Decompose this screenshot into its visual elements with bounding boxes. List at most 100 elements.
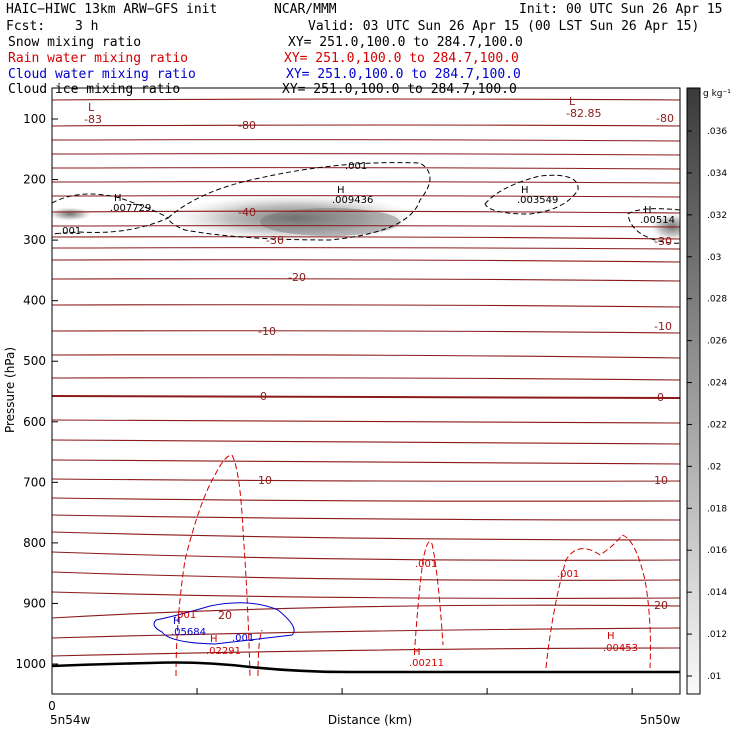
isoline-305: [52, 304, 680, 308]
field-name-rain: Rain water mixing ratio: [8, 51, 188, 66]
rain-high-marker-2: H: [413, 647, 421, 658]
colorbar-tick-label-7: .022: [707, 420, 727, 430]
ice-high-value-2: .009436: [332, 195, 373, 206]
org-label: NCAR/MMM: [274, 2, 337, 17]
low-label-right: L: [569, 95, 576, 108]
y-tick-label-700: 700: [23, 475, 46, 489]
cloud-ice-contour-right: [484, 174, 579, 215]
x-tick-label-zero: 0: [48, 699, 56, 713]
cloud-ice-contour-center: [167, 162, 431, 241]
upper-isolines: [52, 139, 680, 250]
isoline-378: [52, 377, 680, 381]
isotherm-minus80: [52, 124, 680, 127]
isoline-635: [52, 627, 680, 639]
y-axis: 100 200 300 400 500 600 700 800 900 1000: [15, 112, 58, 671]
ice-high-marker-2: H: [337, 185, 345, 196]
rain-contour-right: [545, 534, 651, 669]
snow-shading-left: [52, 207, 92, 221]
isotherm-minus10: [52, 330, 680, 334]
isotherm-minus40: [52, 210, 680, 214]
colorbar-tick-label-2: .032: [707, 211, 727, 221]
colorbar-tick-label-0: .036: [707, 127, 727, 137]
y-tick-label-600: 600: [23, 415, 46, 429]
temp-label-zero-right: 0: [657, 391, 664, 404]
model-title: HAIC−HIWC 13km ARW−GFS init: [6, 2, 217, 17]
cloud-ice-contour-far-right: [627, 208, 680, 244]
colorbar-tick-label-6: .024: [707, 379, 727, 389]
isotherm-plus20: [52, 604, 680, 619]
upper-isoline-4: [52, 181, 680, 184]
temp-label-minus10-right: -10: [654, 320, 672, 333]
temp-label-plus10-center: 10: [258, 474, 272, 487]
field-xy-cloud-water: XY= 251.0,100.0 to 284.7,100.0: [286, 67, 521, 82]
colorbar-ticks: .036 .034 .032 .03 .028 .026 .024 .022 .02 .018 .0…: [687, 127, 727, 682]
rain-high-value-1: .02291: [206, 646, 241, 657]
colorbar-tick-label-11: .014: [707, 588, 727, 598]
upper-isoline-2: [52, 153, 680, 156]
temp-label-minus80-center: -80: [238, 119, 256, 132]
isoline-575: [52, 571, 680, 581]
cloud-ice-contour-left: [52, 193, 169, 235]
y-tick-label-400: 400: [23, 294, 46, 308]
rain-contour-inner: [257, 629, 263, 677]
valid-time: Valid: 03 UTC Sun 26 Apr 15 (00 LST Sun …: [308, 19, 699, 34]
isoline-355: [52, 354, 680, 359]
x-axis-title: Distance (km): [328, 713, 412, 727]
y-axis-title: Pressure (hPa): [3, 347, 17, 433]
forecast-hour: 3 h: [75, 19, 98, 34]
ice-high-marker-1: H: [114, 193, 122, 204]
isoline-652: [52, 647, 680, 657]
upper-isoline-6: [52, 225, 680, 228]
isoline-536: [52, 531, 680, 541]
temp-label-minus20: -20: [288, 271, 306, 284]
temp-label-minus83: -83: [84, 113, 102, 126]
y-tick-label-800: 800: [23, 536, 46, 550]
rain-contour-main: [175, 454, 251, 677]
temp-label-zero-center: 0: [260, 390, 267, 403]
rain-high-marker-1: H: [210, 634, 218, 645]
upper-isoline-7: [52, 247, 680, 250]
colorbar-tick-label-4: .028: [707, 295, 727, 305]
ice-contour-label: .001: [59, 226, 81, 237]
isoline-100: [52, 98, 680, 101]
colorbar-tick-label-3: .03: [707, 253, 721, 263]
rain-high-value-2: .00211: [409, 658, 444, 669]
init-time: Init: 00 UTC Sun 26 Apr 15: [519, 2, 723, 17]
colorbar-tick-label-8: .02: [707, 462, 721, 472]
snow-shading-core: [260, 208, 400, 236]
temp-label-plus20-right: 20: [654, 599, 668, 612]
temp-label-minus30-right: -30: [654, 235, 672, 248]
terrain-line: [52, 661, 680, 674]
colorbar-tick-label-9: .018: [707, 504, 727, 514]
snow-shading-main: [170, 194, 420, 242]
field-name-cloud-ice: Cloud ice mixing ratio: [8, 82, 180, 97]
temp-label-minus30-center: -30: [266, 234, 284, 247]
isotherm-plus10: [52, 478, 680, 482]
isotherm-zero: [52, 395, 680, 399]
low-label-left: L: [88, 101, 95, 114]
upper-isoline-5: [52, 195, 680, 198]
upper-isoline-1: [52, 139, 680, 142]
x-endpoint-left: 5n54w: [50, 713, 91, 727]
isoline-420: [52, 419, 680, 424]
isoline-440: [52, 439, 680, 445]
extrema-labels: H .007729 H .009436 H .003549 H .00514 .…: [59, 161, 675, 669]
ice-high-marker-3: H: [521, 185, 529, 196]
cloud-water-contour-label: .001: [232, 633, 254, 644]
x-endpoint-right: 5n50w: [640, 713, 681, 727]
colorbar-tick-label-12: .012: [707, 630, 727, 640]
ice-high-value-3: .003549: [517, 195, 558, 206]
temp-label-minus80-right: -80: [656, 112, 674, 125]
field-xy-snow: XY= 251.0,100.0 to 284.7,100.0: [288, 35, 523, 50]
temp-label-plus10-right: 10: [654, 474, 668, 487]
cloud-water-high-value: .05684: [171, 627, 206, 638]
field-name-snow: Snow mixing ratio: [8, 35, 141, 50]
temp-label-minus10-center: -10: [258, 325, 276, 338]
ice-high-value-1: .007729: [110, 203, 151, 214]
isoline-500: [52, 497, 680, 502]
rain-contours: [175, 454, 651, 677]
x-axis: [51, 688, 633, 694]
y-tick-label-200: 200: [23, 173, 46, 187]
upper-isoline-3: [52, 167, 680, 170]
